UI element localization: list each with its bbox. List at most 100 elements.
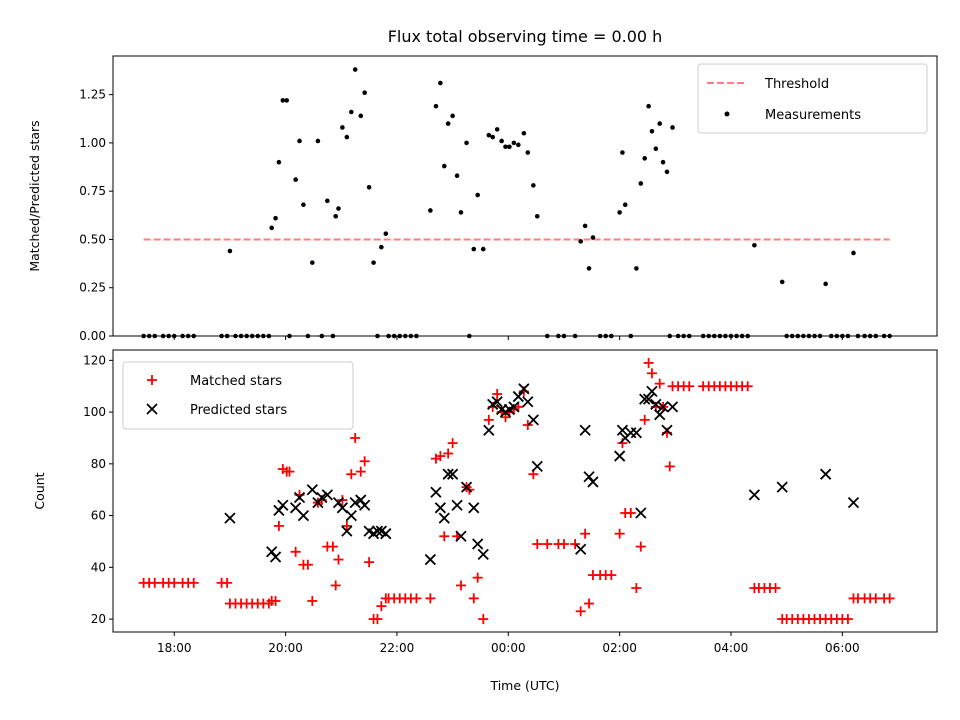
bottom-y-axis-label: Count (32, 472, 47, 509)
bottom-x-tick-label: 00:00 (491, 641, 526, 655)
bottom-y-tick-label: 120 (83, 353, 106, 367)
predicted-star-point (434, 502, 447, 514)
top-y-tick-label: 0.50 (79, 232, 106, 246)
measurement-point (480, 246, 486, 252)
measurement-point (280, 98, 286, 103)
predicted-star-point (642, 393, 655, 405)
predicted-star-point (748, 489, 761, 501)
matched-star-point (290, 546, 301, 557)
measurement-point (531, 183, 536, 188)
predicted-star-point (297, 509, 310, 522)
predicted-star-point (531, 460, 543, 473)
measurement-point (445, 121, 451, 126)
measurement-point (315, 138, 321, 144)
matched-star-point (575, 606, 586, 617)
matched-star-point (570, 539, 581, 550)
matched-star-point (522, 420, 533, 431)
matched-star-point (364, 557, 375, 568)
measurement-point (362, 90, 367, 95)
measurement-point (617, 210, 622, 215)
matched-star-point (643, 357, 654, 368)
measurement-point (534, 213, 540, 219)
matched-star-point (558, 539, 569, 550)
measurement-point (273, 215, 278, 221)
bottom-y-tick-label: 80 (91, 457, 106, 471)
predicted-star-point (277, 499, 289, 511)
matched-star-point (639, 414, 650, 425)
top-y-axis-label: Matched/Predicted stars (27, 120, 42, 271)
predicted-star-point (579, 424, 591, 436)
bottom-y-tick-label: 20 (91, 612, 106, 626)
matched-star-point (355, 466, 366, 477)
matched-star-point (359, 456, 370, 467)
matched-star-point (770, 583, 781, 594)
measurement-point (649, 129, 655, 134)
predicted-star-point (661, 424, 673, 436)
measurement-point (379, 244, 384, 250)
bottom-y-tick-label: 40 (91, 560, 106, 574)
matched-star-point (635, 541, 646, 552)
bottom-x-tick-label: 18:00 (157, 641, 192, 655)
top-legend-box (697, 63, 928, 134)
matched-star-point (664, 461, 675, 472)
measurement-point (301, 202, 306, 207)
predicted-star-point (522, 396, 534, 408)
predicted-star-point (430, 486, 442, 498)
predicted-star-point (359, 499, 371, 511)
matched-star-point (372, 614, 383, 625)
predicted-star-point (616, 424, 629, 436)
predicted-star-point (345, 509, 357, 522)
predicted-star-point (512, 390, 524, 403)
measurement-point (450, 113, 455, 119)
predicted-star-point (321, 489, 333, 501)
measurement-point (586, 266, 592, 271)
matched-star-point (443, 448, 454, 459)
bottom-y-ticks: 20 40 60 80 100 120 (83, 353, 113, 626)
matched-star-point (478, 614, 489, 625)
matched-star-point (606, 570, 617, 581)
matched-star-point (631, 583, 642, 594)
predicted-star-point (491, 396, 503, 408)
measurement-point (366, 185, 372, 190)
bottom-legend-box (122, 361, 354, 430)
predicted-star-point (312, 497, 324, 509)
predicted-star-point (293, 491, 306, 504)
matched-star-point (742, 381, 753, 392)
measurement-point (646, 103, 651, 109)
measurement-point (336, 206, 341, 211)
predicted-star-point (341, 525, 353, 537)
matched-star-point (270, 595, 281, 606)
bottom-legend: Matched stars Predicted stars (122, 361, 354, 430)
measurement-point (284, 98, 290, 103)
matched-star-point (580, 528, 591, 539)
predicted-star-point (468, 502, 480, 514)
measurement-point (340, 125, 345, 130)
measurement-point (660, 159, 666, 165)
predicted-stars-legend-swatch (146, 403, 158, 415)
measurement-point (471, 246, 477, 252)
matched-star-point (542, 539, 553, 550)
matched-star-point (411, 593, 422, 604)
matched-star-point (341, 520, 352, 531)
matched-star-point (149, 577, 160, 588)
matched-star-point (842, 614, 853, 625)
predicted-star-point (224, 512, 236, 524)
measurement-point (511, 140, 517, 146)
matched-star-point (584, 598, 595, 609)
measurement-point (490, 134, 496, 140)
predicted-star-point (575, 543, 587, 555)
measurement-point (670, 125, 675, 130)
predicted-star-point (446, 468, 459, 480)
predicted-star-point (657, 401, 669, 413)
predicted-star-point (820, 468, 832, 480)
predicted-star-point (442, 468, 454, 480)
threshold-legend-label: Threshold (764, 77, 829, 92)
measurement-point (657, 121, 663, 126)
measurement-point (433, 103, 439, 109)
top-y-tick-label: 1.25 (79, 88, 106, 102)
matched-star-point (483, 414, 494, 425)
matched-star-point (302, 559, 313, 570)
bottom-plot-marks (138, 357, 895, 625)
measurement-point (582, 223, 588, 229)
